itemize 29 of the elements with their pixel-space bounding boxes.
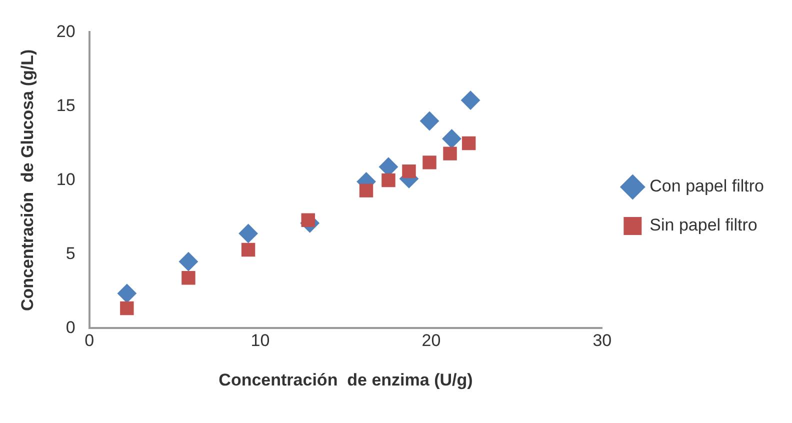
point <box>420 112 439 130</box>
point <box>301 213 315 228</box>
point <box>359 184 374 198</box>
y-tick-label: 10 <box>56 170 76 189</box>
point <box>462 136 476 150</box>
point <box>422 156 436 170</box>
y-tick-label: 15 <box>56 96 76 115</box>
point <box>238 224 258 243</box>
y-tick-label: 20 <box>56 22 76 41</box>
point <box>461 90 480 110</box>
point <box>382 173 396 188</box>
legend-label: Sin papel filtro <box>650 216 758 235</box>
x-tick-label: 10 <box>250 331 270 350</box>
legend-label: Con papel filtro <box>650 176 764 196</box>
point <box>442 129 462 148</box>
point <box>402 164 416 178</box>
y-tick-label: 0 <box>66 318 76 337</box>
point <box>178 252 198 272</box>
y-axis-title: Concentración de Glucosa (g/L) <box>18 49 37 312</box>
x-tick-label: 30 <box>592 331 612 350</box>
x-tick-label: 0 <box>84 331 94 350</box>
x-tick-label: 20 <box>422 331 441 350</box>
point <box>120 301 134 316</box>
point <box>117 284 136 303</box>
point <box>241 242 256 257</box>
point <box>182 271 196 285</box>
x-axis-title: Concentración de enzima (U/g) <box>218 370 473 390</box>
y-tick-label: 5 <box>66 244 76 263</box>
point <box>443 146 457 160</box>
